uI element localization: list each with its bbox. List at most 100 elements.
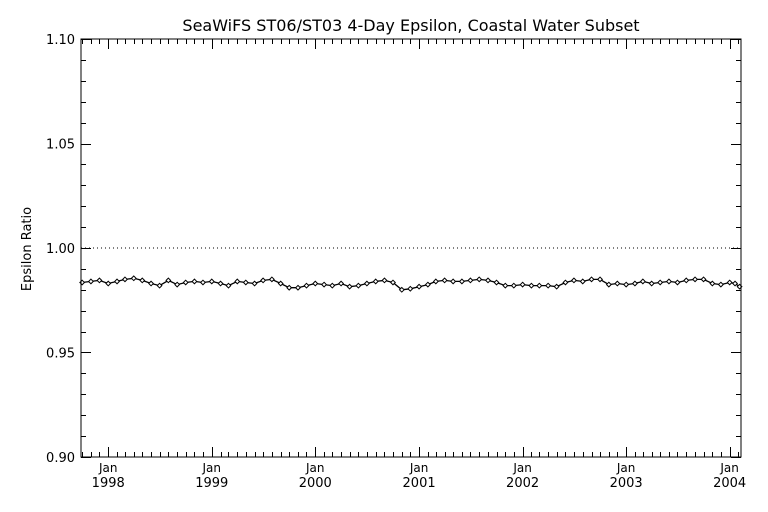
data-point bbox=[251, 280, 258, 287]
data-point bbox=[519, 281, 526, 288]
data-point bbox=[105, 280, 112, 287]
data-point bbox=[657, 279, 664, 286]
y-tick-label: 1.10 bbox=[46, 33, 75, 48]
data-point bbox=[286, 284, 293, 291]
data-point bbox=[683, 277, 690, 284]
data-point bbox=[502, 282, 509, 289]
data-point bbox=[467, 277, 474, 284]
data-point bbox=[665, 278, 672, 285]
data-point bbox=[458, 278, 465, 285]
data-point bbox=[631, 280, 638, 287]
x-tick-year-label: 2004 bbox=[713, 476, 746, 491]
data-point bbox=[199, 279, 206, 286]
data-point bbox=[208, 278, 215, 285]
data-point bbox=[528, 282, 535, 289]
data-point bbox=[234, 278, 241, 285]
data-point bbox=[623, 281, 630, 288]
data-point bbox=[416, 283, 423, 290]
data-point bbox=[355, 282, 362, 289]
data-point bbox=[277, 280, 284, 287]
data-point bbox=[329, 282, 336, 289]
data-point bbox=[121, 276, 128, 283]
data-point bbox=[312, 280, 319, 287]
data-point bbox=[398, 286, 405, 293]
y-tick-label: 0.90 bbox=[46, 451, 75, 466]
data-point bbox=[588, 276, 595, 283]
plot-frame bbox=[80, 38, 742, 458]
data-point bbox=[130, 275, 137, 282]
data-point bbox=[346, 283, 353, 290]
data-point bbox=[700, 276, 707, 283]
x-tick-month-label: Jan bbox=[409, 461, 429, 475]
data-point bbox=[450, 278, 457, 285]
x-tick-year-label: 2003 bbox=[610, 476, 643, 491]
data-point bbox=[321, 281, 328, 288]
data-point bbox=[726, 279, 733, 286]
data-point bbox=[174, 281, 181, 288]
data-point bbox=[484, 277, 492, 284]
x-tick-year-label: 1998 bbox=[92, 476, 125, 491]
data-point bbox=[381, 277, 388, 284]
data-point bbox=[545, 282, 552, 289]
y-tick-label: 1.00 bbox=[46, 242, 75, 257]
data-point bbox=[407, 285, 414, 292]
data-point bbox=[510, 282, 517, 289]
data-point bbox=[156, 282, 163, 289]
data-point bbox=[648, 280, 655, 287]
data-point bbox=[260, 277, 267, 284]
data-point bbox=[717, 281, 724, 288]
y-axis-ticks: 0.90 0.95 1.00 1.05 1.10 bbox=[46, 33, 741, 466]
y-tick-label: 1.05 bbox=[46, 138, 75, 153]
data-point bbox=[614, 280, 621, 287]
data-point bbox=[182, 279, 189, 286]
data-point bbox=[476, 276, 483, 283]
chart-title: SeaWiFS ST06/ST03 4-Day Epsilon, Coastal… bbox=[182, 16, 639, 35]
data-point bbox=[217, 280, 224, 287]
data-point bbox=[692, 276, 699, 283]
data-point bbox=[294, 284, 301, 291]
x-tick-year-label: 2002 bbox=[506, 476, 539, 491]
x-tick-year-label: 2000 bbox=[299, 476, 332, 491]
data-point bbox=[709, 280, 716, 287]
y-axis-label: Epsilon Ratio bbox=[20, 207, 35, 291]
x-axis-ticks: Jan1998Jan1999Jan2000Jan2001Jan2002Jan20… bbox=[82, 39, 746, 491]
data-point bbox=[96, 277, 103, 284]
data-point bbox=[553, 283, 560, 290]
data-point bbox=[493, 279, 500, 286]
data-point bbox=[165, 277, 172, 284]
data-point bbox=[303, 282, 310, 289]
data-point bbox=[372, 278, 379, 285]
data-point bbox=[363, 280, 370, 287]
data-point bbox=[639, 278, 646, 285]
x-tick-year-label: 2001 bbox=[403, 476, 436, 491]
x-tick-month-label: Jan bbox=[305, 461, 325, 475]
data-point bbox=[597, 276, 604, 283]
data-point bbox=[441, 277, 448, 284]
x-tick-month-label: Jan bbox=[719, 461, 739, 475]
data-point bbox=[225, 282, 232, 289]
data-point bbox=[191, 278, 198, 285]
data-point bbox=[268, 276, 275, 283]
x-tick-month-label: Jan bbox=[512, 461, 532, 475]
data-point bbox=[536, 282, 543, 289]
data-point bbox=[87, 278, 94, 285]
data-point bbox=[674, 279, 681, 286]
y-tick-label: 0.95 bbox=[46, 347, 75, 362]
data-point bbox=[389, 279, 396, 286]
data-point bbox=[114, 278, 121, 285]
data-point bbox=[338, 280, 345, 287]
data-point bbox=[570, 277, 577, 284]
x-tick-month-label: Jan bbox=[98, 461, 118, 475]
data-point bbox=[148, 280, 155, 287]
data-point bbox=[424, 281, 431, 288]
data-point bbox=[732, 280, 739, 287]
data-point bbox=[579, 278, 586, 285]
data-point bbox=[242, 279, 249, 286]
x-tick-month-label: Jan bbox=[616, 461, 636, 475]
series-layer bbox=[79, 275, 743, 293]
data-point bbox=[139, 277, 146, 284]
x-tick-year-label: 1999 bbox=[195, 476, 228, 491]
data-point bbox=[562, 279, 569, 286]
